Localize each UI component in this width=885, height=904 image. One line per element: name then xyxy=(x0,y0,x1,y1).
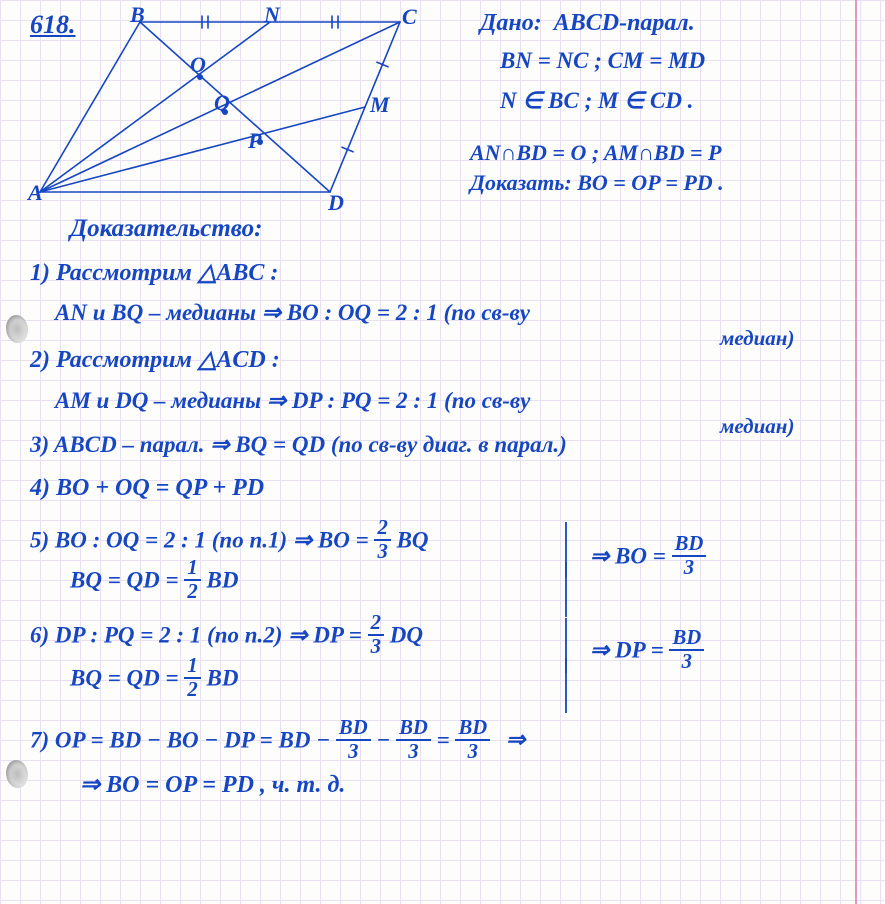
text: BQ = QD = xyxy=(70,665,179,690)
given-text: ABCD-парал. xyxy=(554,10,695,36)
step-1: 1) Рассмотрим △ABC : xyxy=(30,258,278,287)
proof-heading: Доказательство: xyxy=(70,215,262,243)
prove-text: Доказать: BO = OP = PD . xyxy=(470,170,724,196)
given-text: N ∈ BC ; M ∈ CD . xyxy=(500,88,693,114)
point-N: N xyxy=(264,2,280,28)
text: DQ xyxy=(390,622,423,647)
given-heading: Дано: ABCD-парал. xyxy=(480,10,695,37)
text: 6) DP : PQ = 2 : 1 (по п.2) ⇒ DP = xyxy=(30,622,362,647)
vertex-B: B xyxy=(130,2,145,28)
binder-hole xyxy=(6,760,28,788)
step-5-result: ⇒ BO = BD3 xyxy=(590,536,706,580)
point-M: M xyxy=(370,92,390,118)
vertex-A: A xyxy=(28,180,43,206)
text: ⇒ BO = xyxy=(590,543,666,568)
text: = xyxy=(437,727,450,752)
step-6: 6) DP : PQ = 2 : 1 (по п.2) ⇒ DP = 23 DQ xyxy=(30,615,423,659)
step-7: 7) OP = BD − BO − DP = BD − BD3 − BD3 = … xyxy=(30,720,525,764)
fraction: BD3 xyxy=(669,628,704,672)
binder-hole xyxy=(6,315,28,343)
text: BQ xyxy=(397,527,429,552)
text: ⇒ DP = xyxy=(590,637,664,662)
fraction: BD3 xyxy=(672,534,707,578)
fraction: 12 xyxy=(184,558,200,602)
vertex-C: C xyxy=(402,4,417,30)
fraction: 23 xyxy=(374,518,390,562)
step-6b: BQ = QD = 12 BD xyxy=(70,658,238,702)
step-2: 2) Рассмотрим △ACD : xyxy=(30,345,280,374)
geometry-diagram: A B C D N M O Q P xyxy=(30,12,430,212)
fraction: BD3 xyxy=(396,718,431,762)
given-text: AN∩BD = O ; AM∩BD = P xyxy=(470,140,721,166)
given-text: BN = NC ; CM = MD xyxy=(500,48,705,74)
point-P: P xyxy=(248,128,261,154)
text: ⇒ xyxy=(506,727,525,752)
given-label: Дано: xyxy=(480,10,542,36)
step-6-result: ⇒ DP = BD3 xyxy=(590,630,704,674)
vertex-D: D xyxy=(328,190,344,216)
point-O: O xyxy=(190,52,206,78)
fraction: 23 xyxy=(368,613,384,657)
step-5b: BQ = QD = 12 BD xyxy=(70,560,238,604)
step-5: 5) BO : OQ = 2 : 1 (по п.1) ⇒ BO = 23 BQ xyxy=(30,520,429,564)
fraction: 12 xyxy=(184,656,200,700)
text: 7) OP = BD − BO − DP = BD − xyxy=(30,727,330,752)
step-4: 4) BO + OQ = QP + PD xyxy=(30,475,264,502)
fraction: BD3 xyxy=(455,718,490,762)
text: BD xyxy=(206,567,238,592)
text: BQ = QD = xyxy=(70,567,179,592)
step-7b: ⇒ BO = OP = PD , ч. т. д. xyxy=(80,770,345,799)
step-1-body: AN и BQ – медианы ⇒ BO : OQ = 2 : 1 (по … xyxy=(55,300,530,326)
text: BD xyxy=(206,665,238,690)
text: − xyxy=(376,727,390,752)
point-Q: Q xyxy=(214,90,230,116)
fraction: BD3 xyxy=(336,718,371,762)
step-3: 3) ABCD – парал. ⇒ BQ = QD (по св-ву диа… xyxy=(30,432,567,458)
right-margin-line xyxy=(855,0,857,904)
brace-icon: | xyxy=(562,646,569,715)
text: 5) BO : OQ = 2 : 1 (по п.1) ⇒ BO = xyxy=(30,527,369,552)
step-2-body: AM и DQ – медианы ⇒ DP : PQ = 2 : 1 (по … xyxy=(55,388,530,414)
step-2-tail: медиан) xyxy=(720,414,794,439)
step-1-tail: медиан) xyxy=(720,326,794,351)
